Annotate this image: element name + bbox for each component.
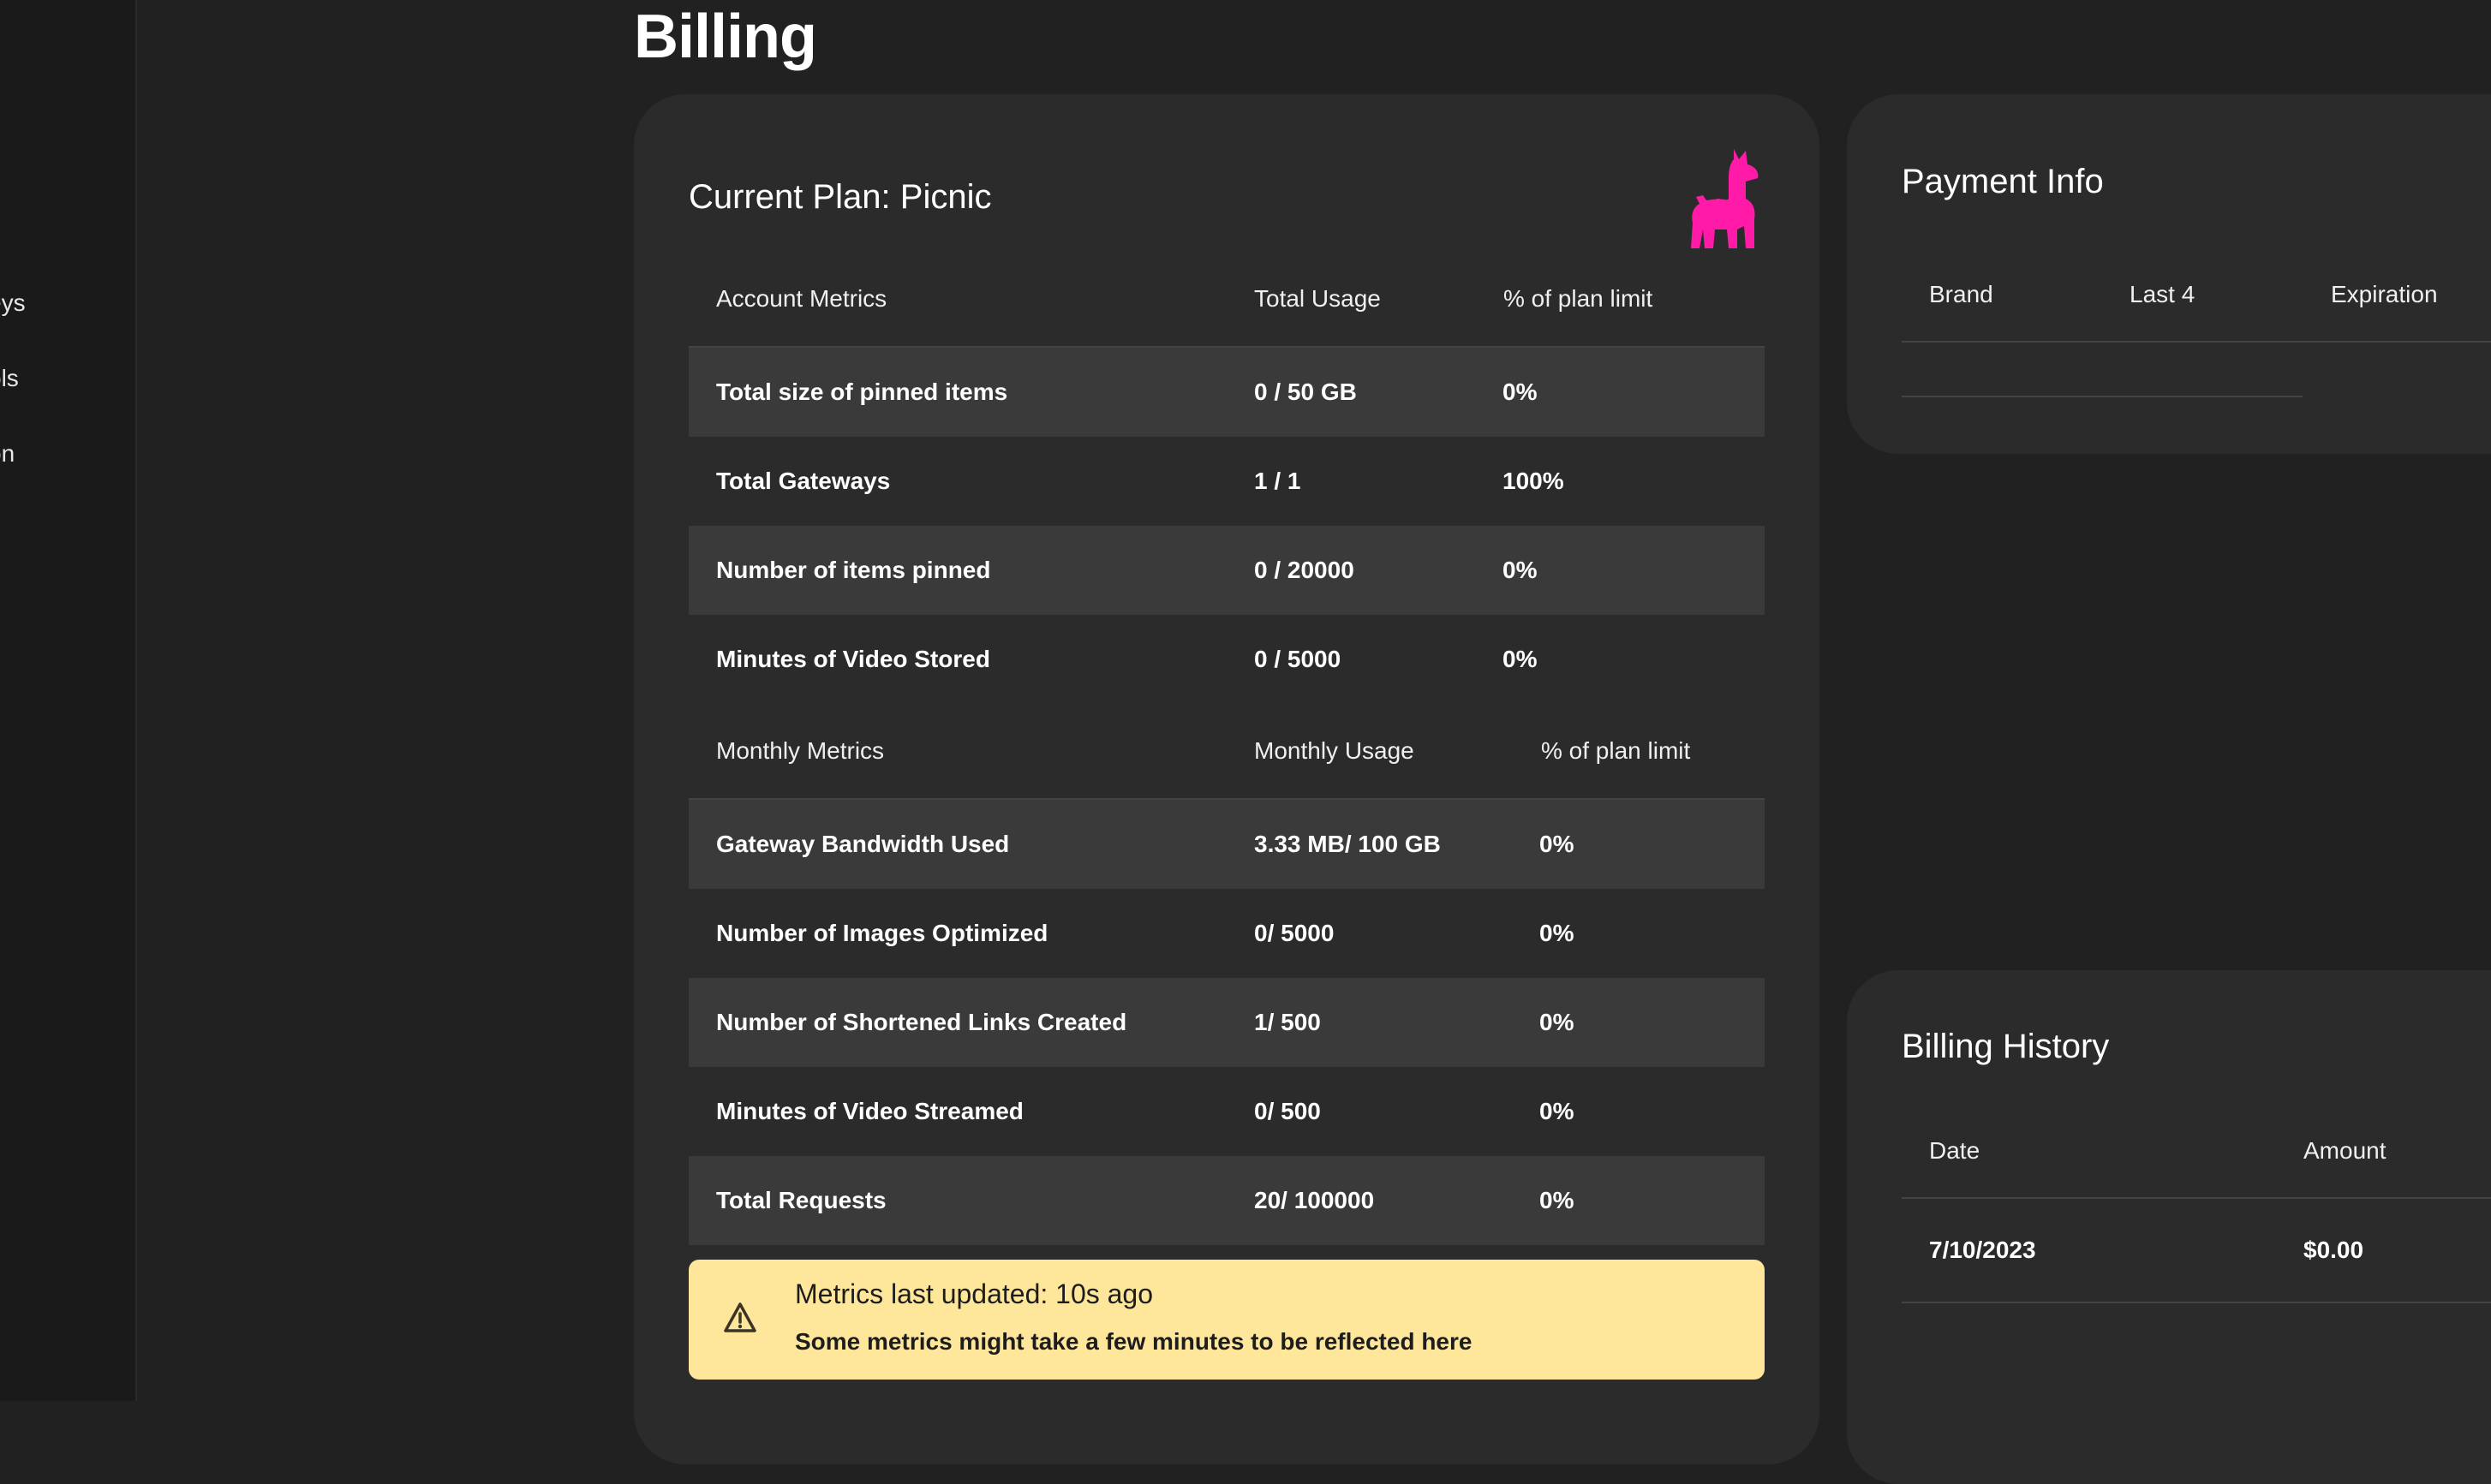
column-header-usage: Total Usage [1254,285,1381,312]
metric-usage: 1/ 500 [1254,1009,1321,1035]
column-header-percent: % of plan limit [1503,285,1653,312]
metric-name: Number of items pinned [716,557,991,583]
metric-percent: 0% [1502,557,1538,583]
metric-percent: 0% [1539,1187,1574,1213]
sidebar-item-tools[interactable]: ols [0,365,19,391]
metric-usage: 0/ 5000 [1254,920,1335,946]
column-header-percent: % of plan limit [1541,737,1691,764]
page-title: Billing [634,3,817,71]
metrics-update-alert: Metrics last updated: 10s ago Some metri… [689,1260,1765,1380]
metric-percent: 0% [1539,1009,1574,1035]
current-plan-title: Current Plan: Picnic [689,178,992,216]
alert-message: Some metrics might take a few minutes to… [795,1328,1472,1355]
column-header-usage: Monthly Usage [1254,737,1414,764]
column-header-date: Date [1929,1137,1980,1164]
table-header-row: Account Metrics Total Usage % of plan li… [689,252,1765,348]
metric-name: Gateway Bandwidth Used [716,831,1010,857]
sidebar-item-keys[interactable]: eys [0,289,26,316]
table-row: Number of Shortened Links Created 1/ 500… [689,978,1765,1067]
metric-usage: 0 / 5000 [1254,646,1341,672]
metric-name: Minutes of Video Streamed [716,1098,1024,1124]
warning-icon [724,1302,756,1332]
table-row: Total size of pinned items 0 / 50 GB 0% [689,348,1765,437]
history-date: 7/10/2023 [1929,1237,2036,1263]
table-row: Minutes of Video Stored 0 / 5000 0% [689,615,1765,704]
account-metrics-table: Account Metrics Total Usage % of plan li… [689,252,1765,704]
billing-history-card [1847,970,2491,1484]
metric-percent: 0% [1539,1098,1574,1124]
table-row: Number of items pinned 0 / 20000 0% [689,526,1765,615]
metric-percent: 0% [1502,378,1538,405]
metric-name: Total size of pinned items [716,378,1008,405]
table-row: Total Requests 20/ 100000 0% [689,1156,1765,1245]
metric-usage: 0 / 50 GB [1254,378,1357,405]
table-row: Number of Images Optimized 0/ 5000 0% [689,889,1765,978]
column-header-metric: Account Metrics [716,285,887,312]
metric-usage: 0 / 20000 [1254,557,1354,583]
llama-icon [1691,149,1759,248]
metric-percent: 0% [1502,646,1538,672]
column-header-metric: Monthly Metrics [716,737,885,764]
table-row[interactable]: 7/10/2023 $0.00 [1902,1199,2491,1303]
column-header-expiration: Expiration [2331,281,2438,307]
payment-info-card [1847,94,2491,454]
metric-name: Total Gateways [716,468,891,494]
alert-title: Metrics last updated: 10s ago [795,1278,1154,1309]
metric-name: Total Requests [716,1187,887,1213]
metric-name: Number of Shortened Links Created [716,1009,1127,1035]
table-row: Minutes of Video Streamed 0/ 500 0% [689,1067,1765,1156]
monthly-metrics-table: Monthly Metrics Monthly Usage % of plan … [689,704,1765,1245]
column-header-last4: Last 4 [2130,281,2195,307]
metric-usage: 0/ 500 [1254,1098,1321,1124]
sidebar: eys ols on [0,0,137,1401]
column-header-brand: Brand [1929,281,1993,307]
payment-table-header: Brand Last 4 Expiration [1902,248,2491,343]
column-header-amount: Amount [2303,1137,2386,1164]
metric-percent: 0% [1539,920,1574,946]
metric-percent: 0% [1539,831,1574,857]
metric-usage: 1 / 1 [1254,468,1301,494]
history-table-header: Date Amount [1902,1105,2491,1199]
metric-name: Number of Images Optimized [716,920,1048,946]
table-row: Total Gateways 1 / 1 100% [689,437,1765,526]
metric-name: Minutes of Video Stored [716,646,990,672]
billing-history-title: Billing History [1902,1028,2110,1065]
table-header-row: Monthly Metrics Monthly Usage % of plan … [689,704,1765,800]
payment-info-title: Payment Info [1902,163,2104,200]
metric-percent: 100% [1502,468,1564,494]
table-row: Gateway Bandwidth Used 3.33 MB/ 100 GB 0… [689,800,1765,889]
metric-usage: 20/ 100000 [1254,1187,1375,1213]
payment-table-empty-row [1902,396,2303,397]
metric-usage: 3.33 MB/ 100 GB [1254,831,1441,857]
sidebar-item-documentation[interactable]: on [0,440,15,467]
history-amount: $0.00 [2303,1237,2364,1263]
